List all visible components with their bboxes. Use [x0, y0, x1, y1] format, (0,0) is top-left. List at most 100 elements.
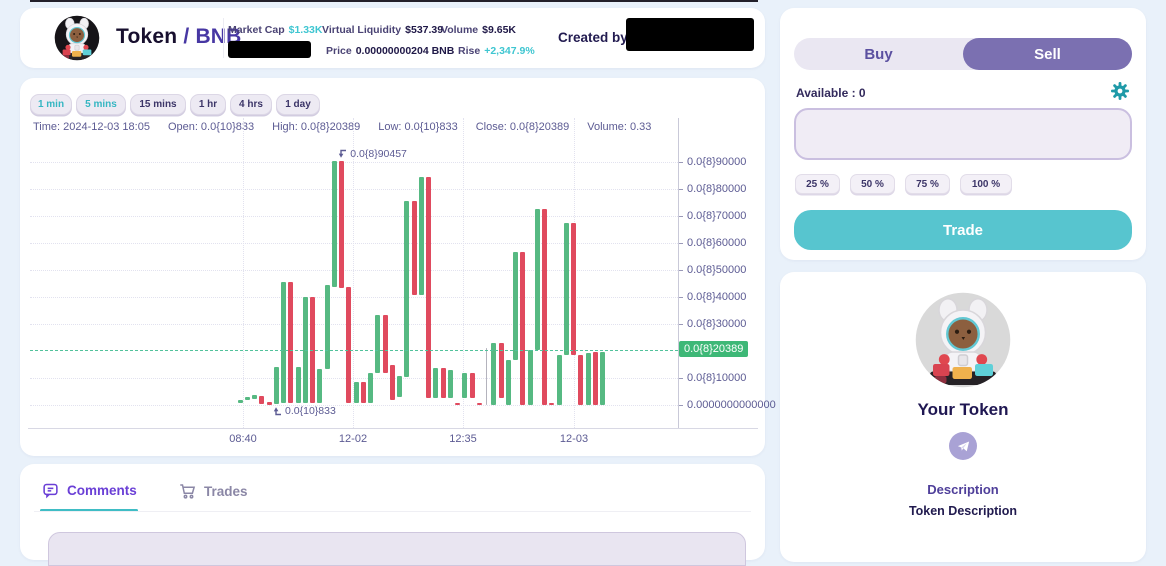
candle — [375, 315, 381, 374]
ohlc-low: Low: 0.0{10}833 — [378, 121, 458, 133]
interval-15mins[interactable]: 15 mins — [130, 94, 186, 115]
x-axis-label: 12:35 — [449, 433, 477, 445]
interval-label: 1 hr — [198, 99, 218, 110]
ohlc-open: Open: 0.0{10}833 — [167, 121, 255, 133]
stat-label: Volume — [441, 24, 479, 36]
y-axis-label: 0.0{8}90000 — [687, 156, 747, 168]
candle — [542, 208, 547, 405]
candle — [585, 352, 591, 405]
cart-icon — [180, 484, 196, 499]
interval-1hr[interactable]: 1 hr — [190, 94, 226, 115]
token-name: Token — [116, 25, 178, 48]
interval-5mins[interactable]: 5 mins — [76, 94, 126, 115]
stat-market-cap: Market Cap $1.33K — [228, 24, 322, 36]
interval-label: 15 mins — [139, 99, 177, 110]
pair-separator: / — [183, 25, 190, 48]
gear-icon — [1111, 82, 1129, 100]
ohlc-info-row: Time: 2024-12-03 18:05 Open: 0.0{10}833 Hi… — [30, 121, 651, 133]
candle — [476, 403, 482, 405]
stat-virtual-liquidity: Virtual Liquidity $537.39 — [322, 24, 443, 36]
buy-tab[interactable]: Buy — [794, 38, 963, 70]
stat-label: Price — [326, 45, 352, 57]
candle — [237, 400, 243, 404]
percent-50-button[interactable]: 50 % — [850, 174, 895, 194]
tab-trades[interactable]: Trades — [178, 482, 248, 500]
grid-line-horizontal — [30, 405, 678, 406]
interval-4hrs[interactable]: 4 hrs — [230, 94, 272, 115]
candle — [592, 352, 598, 405]
ohlc-volume: Volume: 0.33 — [587, 121, 652, 133]
candle — [426, 177, 431, 398]
marker-arrow-icon — [273, 406, 281, 415]
y-axis-label: 0.0{8}60000 — [687, 237, 747, 249]
candle — [273, 367, 279, 404]
candle — [433, 368, 439, 398]
telegram-link[interactable] — [949, 432, 977, 460]
interval-1min[interactable]: 1 min — [30, 94, 72, 115]
chart-high-marker: 0.0{8}90457 — [337, 148, 407, 160]
percent-100-button[interactable]: 100 % — [960, 174, 1012, 194]
settings-button[interactable] — [1110, 81, 1130, 101]
buy-sell-toggle: Buy Sell — [794, 38, 1132, 70]
amount-input[interactable] — [794, 108, 1132, 160]
candle — [462, 373, 468, 398]
candle — [259, 396, 265, 404]
candle — [418, 177, 424, 296]
trade-card: Buy Sell Available : 0 25 % 50 % 75 % 10… — [780, 8, 1146, 260]
percent-label: 100 % — [971, 178, 1001, 190]
y-axis-tick — [678, 324, 683, 325]
marker-arrow-icon — [339, 149, 347, 158]
token-name-title: Your Token — [917, 400, 1009, 419]
candle — [440, 368, 446, 398]
tab-comments[interactable]: Comments — [42, 482, 137, 499]
y-axis-line — [678, 118, 679, 428]
ohlc-high: High: 0.0{8}20389 — [272, 121, 361, 133]
sell-tab[interactable]: Sell — [963, 38, 1132, 70]
candle — [317, 369, 323, 404]
token-info-card: Your Token Description Token Description — [780, 272, 1146, 562]
description-title: Description — [927, 482, 999, 497]
candle — [571, 223, 576, 356]
trade-button[interactable]: Trade — [794, 210, 1132, 250]
tab-label: Comments — [67, 483, 137, 498]
percent-75-button[interactable]: 75 % — [905, 174, 950, 194]
y-axis-tick — [678, 216, 683, 217]
grid-line-horizontal — [30, 162, 678, 163]
comment-bubble-icon — [43, 483, 58, 499]
candlestick-chart[interactable]: 0.0{8}90000 0.0{8}80000 0.0{8}70000 0.0{8}6… — [20, 78, 776, 456]
token-image — [915, 292, 1011, 388]
y-axis-label: 0.0{8}80000 — [687, 183, 747, 195]
stat-value: $1.33K — [288, 24, 323, 36]
candle — [600, 352, 605, 405]
candle — [346, 287, 352, 404]
y-axis-label: 0.0{8}50000 — [687, 264, 747, 276]
y-axis-label: 0.0000000000000 — [687, 399, 776, 411]
description-text: Token Description — [908, 504, 1018, 518]
token-header-card: Token / BNB Market Cap $1.33K Virtual Liq… — [20, 8, 765, 68]
grid-line-horizontal — [30, 270, 678, 271]
candle — [534, 208, 540, 350]
interval-1day[interactable]: 1 day — [276, 94, 320, 115]
candle — [244, 396, 250, 400]
chart-low-marker: 0.0{10}833 — [272, 405, 336, 417]
comments-card: Comments Trades — [20, 464, 765, 566]
percent-25-button[interactable]: 25 % — [795, 174, 840, 194]
candle — [252, 395, 257, 400]
grid-line-vertical — [463, 118, 464, 428]
candle — [288, 281, 294, 404]
comment-input[interactable] — [48, 532, 746, 566]
candle — [353, 382, 359, 404]
candle — [397, 376, 402, 398]
candle — [339, 160, 344, 289]
candle — [447, 369, 453, 398]
percent-label: 25 % — [806, 178, 829, 190]
y-axis-tick — [678, 243, 683, 244]
candle — [520, 251, 526, 405]
candle — [324, 285, 330, 370]
grid-line-horizontal — [30, 189, 678, 190]
interval-label: 4 hrs — [239, 99, 263, 110]
y-axis-label: 0.0{8}40000 — [687, 291, 747, 303]
candle — [382, 315, 388, 374]
candle — [266, 402, 272, 405]
candle — [281, 281, 286, 404]
